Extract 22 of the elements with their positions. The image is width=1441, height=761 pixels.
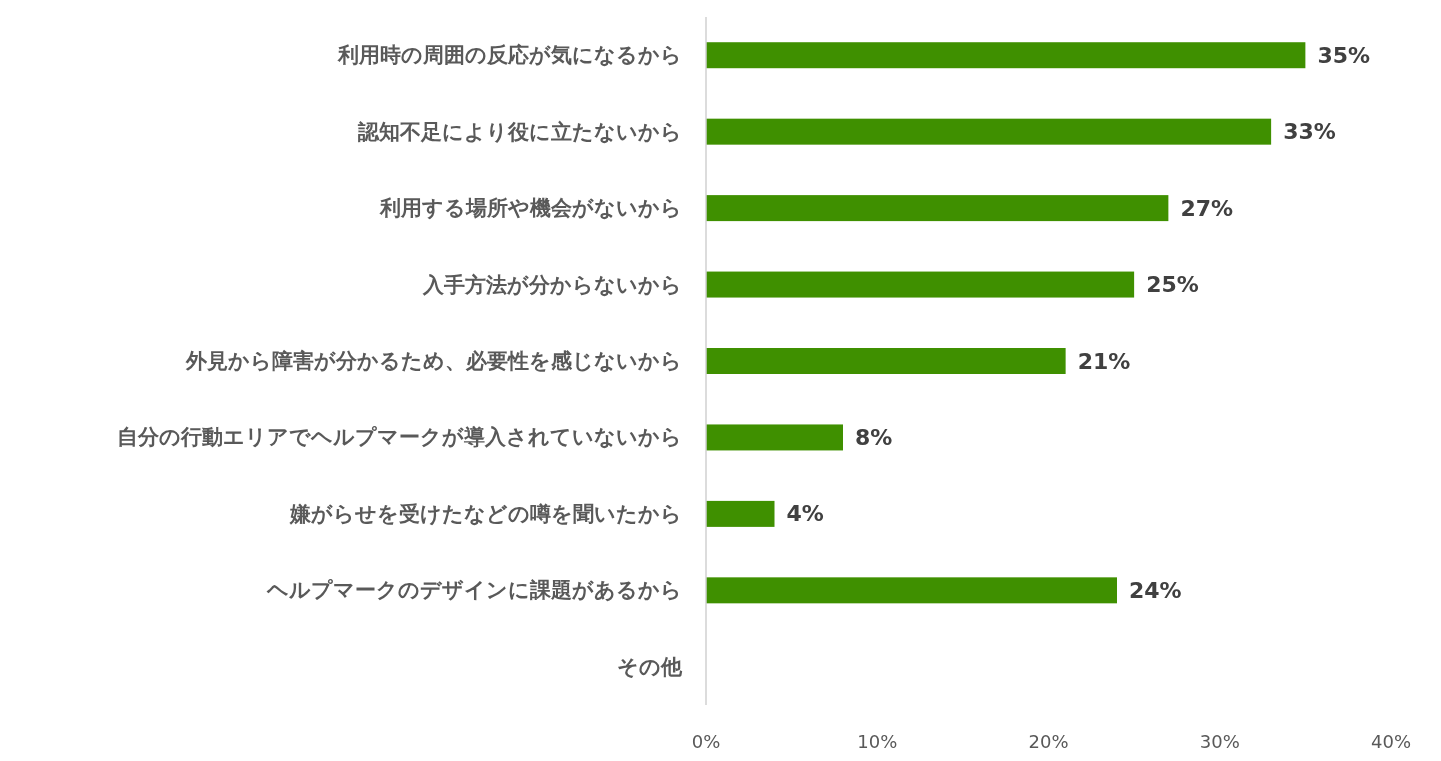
- y-tick-label: その他: [617, 654, 683, 679]
- y-tick-label: 入手方法が分からないから: [422, 272, 682, 297]
- data-label: 4%: [786, 501, 824, 527]
- data-label: 25%: [1146, 272, 1199, 298]
- y-tick-label: 自分の行動エリアでヘルプマークが導入されていないから: [117, 425, 682, 450]
- y-tick-label: 利用する場所や機会がないから: [379, 196, 682, 221]
- y-tick-label: 外見から障害が分かるため、必要性を感じないから: [185, 349, 682, 373]
- data-label: 8%: [855, 424, 893, 450]
- data-label: 24%: [1129, 577, 1182, 603]
- data-label: 35%: [1317, 42, 1371, 68]
- data-label: 33%: [1283, 119, 1336, 145]
- x-tick-label: 0%: [691, 730, 721, 752]
- x-tick-label: 40%: [1370, 730, 1412, 752]
- y-tick-label: 利用時の周囲の反応が気になるから: [337, 43, 682, 68]
- y-tick-label: 嫌がらせを受けたなどの噂を聞いたから: [289, 501, 682, 526]
- data-label: 27%: [1180, 195, 1234, 221]
- y-tick-label: ヘルプマークのデザインに課題があるから: [266, 578, 682, 603]
- x-tick-label: 20%: [1028, 730, 1069, 752]
- x-tick-label: 10%: [857, 730, 898, 752]
- data-label: 21%: [1077, 348, 1131, 374]
- y-tick-label: 認知不足により役に立たないから: [357, 119, 682, 144]
- x-tick-label: 30%: [1199, 730, 1240, 752]
